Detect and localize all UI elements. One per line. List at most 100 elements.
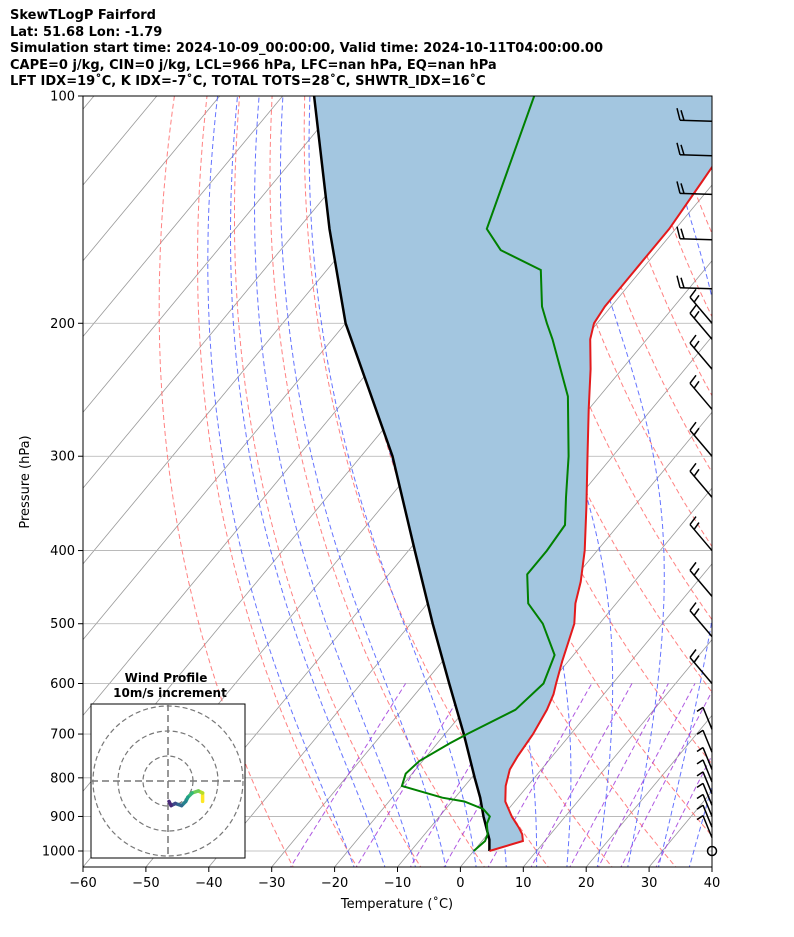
- y-tick-label: 100: [50, 90, 75, 105]
- wind-barb: [676, 275, 713, 290]
- wind-barb-flag: [696, 759, 704, 765]
- dry-adiabat: [234, 96, 422, 867]
- dewpoint-line: [400, 96, 570, 852]
- wind-barb-flag: [689, 561, 697, 571]
- hodograph-rings: [91, 704, 245, 858]
- wind-barb-staff: [702, 771, 713, 795]
- wind-barb: [696, 782, 713, 806]
- wind-barb-staff: [702, 783, 713, 806]
- dry-adiabat: [434, 96, 712, 765]
- wind-barb-flag: [693, 468, 700, 477]
- wind-barb: [689, 602, 713, 638]
- wind-barb-flag: [696, 706, 704, 712]
- wind-barb: [689, 334, 713, 370]
- temperature-line: [489, 165, 712, 852]
- wind-barb: [696, 804, 713, 828]
- wind-barb-flag: [696, 804, 704, 810]
- wind-barb-staff: [679, 286, 713, 290]
- wind-barb: [689, 516, 713, 552]
- wind-barb-flag: [693, 310, 700, 319]
- wind-barb-flag: [693, 522, 700, 530]
- dry-adiabat: [564, 96, 712, 474]
- profile-lines: [312, 96, 712, 852]
- hodograph-inset: Wind Profile 10m/s increment: [90, 671, 246, 859]
- hodograph-subtitle: 10m/s increment: [113, 686, 227, 700]
- title-times: Simulation start time: 2024-10-09_00:00:…: [10, 41, 603, 56]
- wind-barb-flag: [676, 108, 681, 121]
- wind-barb: [696, 771, 713, 795]
- parcel-profile-line: [312, 96, 491, 851]
- title-indices-cape: CAPE=0 j/kg, CIN=0 j/kg, LCL=966 hPa, LF…: [10, 57, 497, 73]
- moist-adiabat: [556, 96, 665, 867]
- wind-barb-flag: [689, 462, 697, 472]
- wind-barb: [676, 142, 713, 157]
- wind-barb-staff: [689, 470, 713, 498]
- mixing-ratio-line: [655, 754, 712, 867]
- wind-barb-flag: [696, 746, 704, 753]
- wind-barb-staff: [689, 342, 713, 370]
- isotherm-line: [522, 639, 712, 867]
- wind-barb: [689, 374, 713, 410]
- wind-barb: [689, 421, 713, 457]
- wind-barb-staff: [689, 429, 713, 457]
- x-tick-label: 10: [515, 876, 532, 891]
- x-tick-label: −10: [384, 876, 411, 891]
- y-tick-label: 700: [50, 728, 75, 743]
- mixing-ratio-line: [290, 683, 407, 867]
- isotherm-line: [271, 335, 712, 867]
- hodograph-segment: [167, 799, 173, 808]
- hodograph-trace: [167, 789, 205, 808]
- mixing-ratio-line: [355, 683, 469, 867]
- x-ticks: −60 −50 −40 −30 −20 −10 0 10 20 30 40: [69, 867, 720, 891]
- wind-barb-flag: [689, 602, 697, 612]
- wind-barb: [689, 462, 713, 498]
- wind-barb: [689, 288, 713, 324]
- x-tick-label: −20: [321, 876, 348, 891]
- mixing-ratio-line: [569, 683, 669, 867]
- wind-barb-flag: [680, 110, 685, 121]
- isotherm-line: [711, 866, 712, 867]
- wind-barb-staff: [679, 119, 713, 122]
- wind-barb-flag: [689, 649, 697, 658]
- wind-barb: [676, 226, 713, 241]
- moist-adiabat: [308, 96, 477, 867]
- wind-barb: [689, 649, 713, 684]
- dry-adiabat: [532, 96, 712, 548]
- moist-adiabat: [207, 96, 355, 867]
- wind-barb-flag: [680, 144, 685, 155]
- y-tick-label: 800: [50, 771, 75, 786]
- wind-barb-flag: [680, 183, 685, 194]
- y-axis-label: Pressure (hPa): [18, 435, 33, 528]
- dry-adiabat: [158, 96, 294, 867]
- wind-barb-flag: [693, 567, 700, 576]
- wind-barb-flag: [693, 294, 700, 303]
- x-tick-label: 40: [704, 876, 721, 891]
- isotherm-line: [459, 563, 712, 867]
- wind-barb-flag: [696, 729, 704, 735]
- wind-barb-flag: [689, 288, 697, 298]
- x-tick-label: −50: [132, 876, 159, 891]
- wind-barbs: [676, 108, 718, 857]
- hodograph-title: Wind Profile: [125, 671, 208, 685]
- title-indices-lifted: LFT IDX=19˚C, K IDX=-7˚C, TOTAL TOTS=28˚…: [10, 74, 486, 89]
- wind-barb-flag: [689, 374, 697, 384]
- cin-shading: [314, 96, 712, 851]
- wind-barb-flag: [676, 181, 681, 194]
- wind-barb-flag: [680, 277, 685, 288]
- wind-barb: [696, 729, 713, 753]
- x-tick-label: −40: [195, 876, 222, 891]
- wind-barb: [676, 181, 713, 196]
- wind-barb-staff: [689, 382, 713, 410]
- y-tick-label: 300: [50, 450, 75, 465]
- wind-barb-flag: [676, 226, 681, 239]
- wind-barb-flag: [693, 380, 700, 389]
- wind-barb-flag: [696, 814, 704, 821]
- wind-barb-staff: [702, 815, 713, 838]
- wind-barb: [696, 706, 713, 730]
- x-tick-label: −30: [258, 876, 285, 891]
- moist-adiabat: [230, 96, 386, 867]
- y-tick-label: 600: [50, 677, 75, 692]
- wind-barb-staff: [679, 154, 713, 157]
- title-station: SkewTLogP Fairford: [10, 8, 156, 23]
